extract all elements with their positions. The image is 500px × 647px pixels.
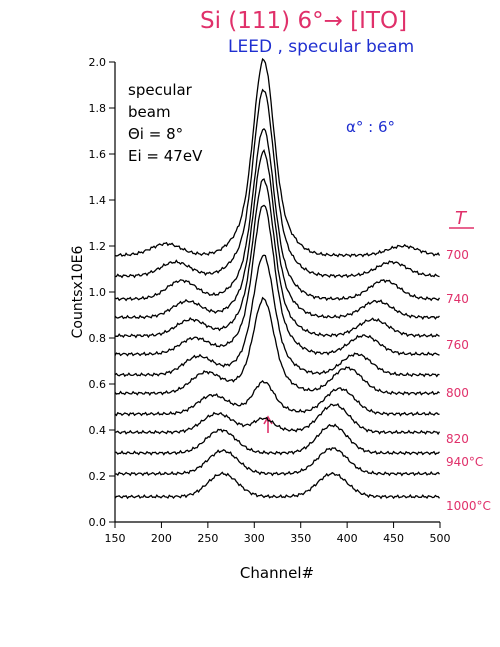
spectrum-line (114, 178, 440, 339)
y-axis-label: Countsx10E6 (70, 246, 86, 339)
temperature-label: 800 (446, 386, 469, 400)
temperature-label: 940°C (446, 455, 483, 469)
x-tick-label: 300 (244, 532, 265, 545)
x-tick-label: 500 (430, 532, 451, 545)
x-ticks: 150 200 250 300 350 400 450 500 (105, 522, 451, 545)
header-line2: LEED , specular beam (228, 37, 414, 57)
y-tick-label: 0.0 (89, 516, 107, 529)
y-tick-label: 0.4 (89, 424, 107, 437)
y-tick-label: 1.4 (89, 194, 107, 207)
y-tick-label: 1.0 (89, 286, 107, 299)
spectrum-line (114, 254, 440, 378)
annotation-specular: specular (128, 81, 193, 99)
temperature-label: 700 (446, 248, 469, 262)
y-tick-label: 0.6 (89, 378, 107, 391)
x-tick-label: 150 (105, 532, 126, 545)
temperature-label: 760 (446, 338, 469, 352)
annotation-theta: Θi = 8° (128, 125, 183, 143)
x-axis-label: Channel# (240, 564, 314, 582)
temperature-label: 820 (446, 432, 469, 446)
temperature-header: T (455, 208, 468, 229)
x-tick-label: 400 (337, 532, 358, 545)
x-tick-label: 200 (151, 532, 172, 545)
temperature-label: 1000°C (446, 499, 491, 513)
header-line1: Si (111) 6°→ [ITO] (200, 8, 407, 34)
spectrum-line (114, 423, 440, 456)
annotation-energy: Ei = 47eV (128, 147, 203, 165)
spectrum-line (114, 296, 440, 396)
spectrum-line (114, 128, 441, 302)
spectrum-line (114, 471, 441, 500)
x-tick-label: 350 (290, 532, 311, 545)
y-ticks: 0.0 0.2 0.4 0.6 0.8 1.0 1.2 1.4 1.6 1.8 2.0 (89, 56, 115, 529)
spectrum-line (114, 148, 440, 320)
spectrum-line (114, 379, 440, 417)
spectrum-line (115, 88, 440, 279)
annotation-alpha: α° : 6° (346, 118, 395, 136)
y-tick-label: 0.8 (89, 332, 107, 345)
temperature-labels: 700 740 760 800 820 940°C 1000°C (446, 248, 491, 513)
annotation-beam: beam (128, 103, 171, 121)
y-tick-label: 2.0 (89, 56, 107, 69)
y-tick-label: 0.2 (89, 470, 107, 483)
spectrum-line (114, 204, 440, 357)
y-tick-label: 1.2 (89, 240, 107, 253)
y-tick-label: 1.8 (89, 102, 107, 115)
spectrum-line (114, 402, 441, 436)
x-tick-label: 450 (383, 532, 404, 545)
spectrum-line (114, 447, 440, 477)
x-tick-label: 250 (197, 532, 218, 545)
series-lines (114, 57, 441, 500)
temperature-label: 740 (446, 292, 469, 306)
y-tick-label: 1.6 (89, 148, 107, 161)
spectrum-line (114, 57, 441, 258)
